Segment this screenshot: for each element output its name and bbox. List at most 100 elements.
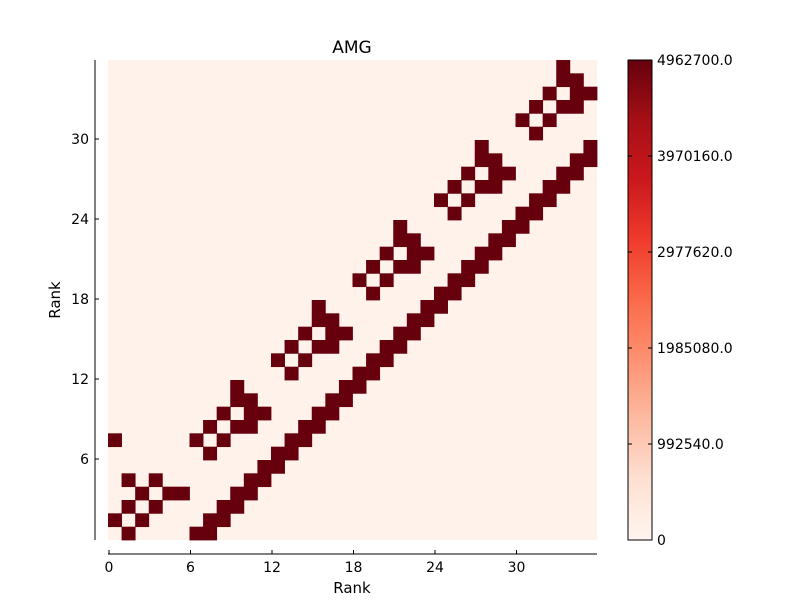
y-tick-label: 18: [71, 292, 89, 308]
x-tick-label: 6: [186, 560, 195, 576]
heatmap-cell: [230, 500, 245, 514]
heatmap-cell: [542, 113, 557, 128]
heatmap-cell: [569, 153, 584, 168]
heatmap-cell: [556, 180, 571, 194]
heatmap-cell: [393, 233, 408, 248]
colorbar-tick-label: 4962700.0: [657, 53, 733, 69]
heatmap-cell: [257, 460, 272, 474]
heatmap-cell: [230, 380, 245, 394]
heatmap-cell: [298, 326, 313, 341]
y-tick-label: 24: [71, 212, 89, 228]
heatmap-cell: [311, 340, 326, 354]
heatmap-cell: [366, 353, 381, 368]
heatmap-cell: [461, 193, 476, 208]
heatmap-cell: [393, 260, 408, 274]
heatmap-cell: [257, 406, 272, 421]
heatmap-cell: [243, 393, 258, 408]
heatmap-cell: [216, 433, 231, 448]
heatmap-cell: [488, 233, 503, 248]
heatmap-cell: [243, 473, 258, 488]
heatmap-cell: [488, 166, 503, 181]
heatmap-cell: [501, 166, 516, 181]
axes: 0 6 12 18 24 30 6 12 18 24 30: [71, 60, 597, 576]
heatmap-cell: [474, 180, 489, 194]
colorbar-tick-label: 992540.0: [657, 437, 724, 453]
heatmap-cell: [325, 406, 340, 421]
heatmap-cell: [271, 460, 285, 474]
heatmap-cell: [379, 340, 394, 354]
heatmap-cell: [121, 526, 136, 541]
heatmap-cell: [474, 153, 489, 168]
x-tick-label: 0: [105, 560, 114, 576]
heatmap-cell: [515, 220, 530, 234]
heatmap-cell: [352, 273, 367, 288]
heatmap-cell: [162, 486, 177, 501]
heatmap-cell: [447, 273, 462, 288]
heatmap-cell: [148, 500, 163, 514]
heatmap-cell: [406, 246, 421, 261]
heatmap-cell: [216, 500, 231, 514]
heatmap-cell: [338, 393, 353, 408]
heatmap-cell: [379, 353, 394, 368]
heatmap-cell: [230, 393, 245, 408]
heatmap-cell: [284, 340, 299, 354]
heatmap-cell: [501, 233, 516, 248]
heatmap-cell: [556, 100, 571, 114]
heatmap-cell: [406, 313, 421, 328]
heatmap-cell: [189, 526, 204, 541]
colorbar-tick-label: 0: [657, 533, 666, 549]
heatmap-cell: [216, 513, 231, 528]
x-tick-label: 18: [345, 560, 363, 576]
heatmap-cell: [556, 60, 571, 74]
heatmap-cell: [488, 246, 503, 261]
heatmap-cell: [325, 313, 340, 328]
heatmap-cell: [569, 86, 584, 101]
heatmap-cell: [257, 473, 272, 488]
heatmap-cell: [501, 220, 516, 234]
heatmap-cell: [135, 486, 150, 501]
heatmap-cell: [583, 153, 598, 168]
chart-title: AMG: [332, 38, 371, 58]
heatmap-cell: [447, 206, 462, 221]
heatmap-cell: [542, 180, 557, 194]
heatmap-cell: [474, 260, 489, 274]
y-tick-label: 6: [80, 452, 89, 468]
heatmap-cell: [311, 313, 326, 328]
heatmap-cell: [366, 260, 381, 274]
heatmap-cell: [311, 420, 326, 434]
x-tick-label: 30: [508, 560, 526, 576]
x-tick-label: 12: [263, 560, 281, 576]
heatmap-cell: [135, 513, 150, 528]
heatmap-cell: [203, 526, 218, 541]
heatmap-cell: [488, 153, 503, 168]
heatmap-cell: [216, 406, 231, 421]
heatmap-cell: [569, 100, 584, 114]
heatmap-cell: [366, 286, 381, 301]
heatmap-cell: [271, 353, 285, 368]
colorbar-tick-label: 3970160.0: [657, 149, 733, 165]
heatmap-cell: [529, 193, 544, 208]
heatmap-cell: [515, 113, 530, 128]
heatmap-cell: [243, 486, 258, 501]
heatmap-cell: [203, 420, 218, 434]
heatmap-cell: [148, 473, 163, 488]
heatmap-cells: [108, 60, 598, 541]
colorbar: 0 992540.0 1985080.0 2977620.0 3970160.0 4962…: [627, 53, 733, 549]
heatmap-cell: [230, 486, 245, 501]
heatmap-cell: [311, 406, 326, 421]
heatmap-cell: [175, 486, 190, 501]
heatmap-cell: [542, 193, 557, 208]
heatmap-cell: [420, 300, 435, 314]
heatmap-cell: [189, 433, 204, 448]
heatmap-cell: [447, 180, 462, 194]
heatmap-cell: [108, 433, 122, 448]
heatmap-cell: [434, 300, 448, 314]
heatmap-cell: [203, 446, 218, 461]
heatmap-cell: [352, 366, 367, 381]
heatmap-cell: [529, 126, 544, 141]
heatmap-cell: [583, 140, 598, 154]
heatmap-cell: [434, 286, 448, 301]
y-tick-label: 30: [71, 132, 89, 148]
heatmap-cell: [515, 206, 530, 221]
heatmap-cell: [298, 353, 313, 368]
